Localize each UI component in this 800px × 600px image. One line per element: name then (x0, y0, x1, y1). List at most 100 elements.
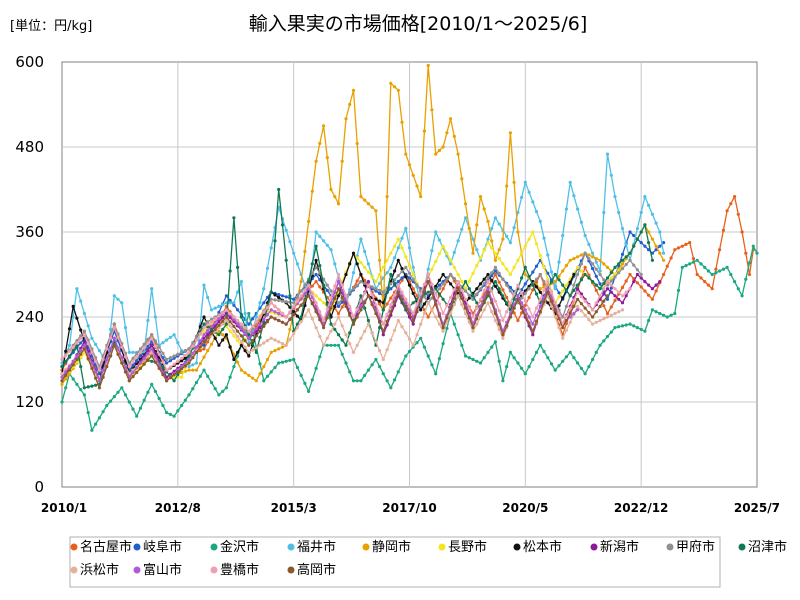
data-point (650, 308, 655, 312)
data-point (404, 275, 408, 279)
data-point (441, 342, 445, 346)
data-point (422, 302, 426, 306)
data-point (598, 343, 602, 347)
data-point (206, 374, 210, 378)
data-point (393, 244, 397, 248)
data-point (187, 393, 191, 397)
data-point (721, 228, 726, 232)
data-point (217, 310, 221, 314)
data-point (635, 268, 640, 272)
data-point (527, 295, 531, 300)
data-point (493, 265, 497, 269)
data-point (127, 400, 131, 404)
data-point (587, 242, 591, 246)
legend-box (69, 536, 721, 588)
data-point (172, 373, 176, 377)
data-point (654, 221, 658, 225)
data-point (262, 324, 266, 328)
data-point (415, 333, 419, 337)
data-point (426, 280, 430, 284)
data-point (434, 152, 438, 156)
data-point (729, 272, 733, 277)
legend-marker (133, 566, 141, 574)
data-point (733, 280, 737, 284)
data-point (333, 290, 337, 294)
data-point (172, 333, 176, 337)
data-point (340, 324, 344, 328)
data-point (478, 256, 483, 260)
data-point (576, 207, 580, 211)
data-point (292, 304, 296, 308)
data-point (449, 295, 453, 300)
data-point (213, 306, 217, 310)
data-point (557, 317, 561, 321)
legend-marker (738, 543, 746, 551)
data-point (598, 269, 602, 273)
data-point (206, 336, 210, 340)
data-point (318, 297, 322, 301)
data-point (508, 272, 512, 277)
data-point (209, 327, 214, 331)
data-point (251, 317, 255, 321)
data-point (168, 376, 172, 380)
data-point (336, 333, 341, 337)
data-point (475, 306, 479, 310)
data-point (90, 384, 94, 388)
data-point (516, 294, 520, 298)
data-point (422, 295, 426, 299)
data-point (576, 265, 580, 269)
data-point (538, 254, 542, 258)
data-point (138, 350, 143, 354)
data-point (314, 258, 318, 262)
legend-marker (438, 543, 446, 551)
data-point (322, 318, 326, 323)
data-point (624, 262, 628, 267)
data-point (620, 301, 625, 305)
data-point (534, 264, 539, 268)
data-point (579, 295, 584, 299)
data-point (67, 365, 72, 369)
data-point (620, 226, 625, 231)
data-point (180, 350, 184, 354)
data-point (396, 283, 400, 287)
data-point (643, 244, 647, 248)
data-point (512, 297, 516, 301)
data-point (632, 233, 636, 238)
data-point (568, 320, 572, 324)
data-point (265, 306, 270, 310)
data-point (366, 202, 370, 206)
data-point (94, 342, 98, 346)
data-point (460, 288, 464, 292)
data-point (172, 354, 176, 358)
data-point (224, 315, 228, 319)
data-point (620, 308, 625, 312)
data-point (463, 297, 468, 301)
data-point (165, 338, 169, 342)
data-point (564, 283, 569, 287)
data-point (501, 294, 505, 298)
data-point (217, 320, 221, 324)
data-point (64, 359, 68, 363)
data-point (594, 301, 598, 305)
data-point (594, 310, 598, 314)
data-point (568, 280, 572, 284)
data-point (557, 278, 561, 282)
data-point (258, 301, 262, 305)
data-point (407, 271, 412, 275)
data-point (512, 311, 516, 315)
data-point (456, 294, 460, 298)
data-point (318, 264, 322, 268)
data-point (221, 327, 225, 331)
data-point (426, 290, 430, 294)
data-point (243, 349, 247, 353)
data-point (617, 297, 621, 301)
data-point (516, 230, 520, 234)
data-point (486, 301, 490, 305)
data-point (329, 295, 333, 300)
data-point (572, 288, 576, 292)
data-point (366, 318, 370, 323)
data-point (501, 379, 505, 383)
data-point (366, 322, 370, 326)
data-point (370, 331, 374, 335)
